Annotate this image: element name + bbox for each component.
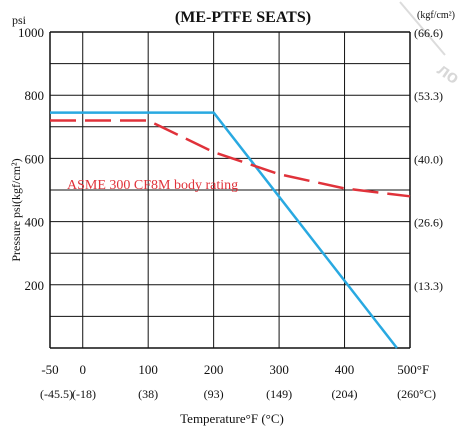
grid — [49, 31, 411, 349]
y-axis-label: Pressure psi(kgf/cm²) — [9, 158, 23, 261]
y-tick-label-left: 800 — [25, 88, 45, 103]
watermark: ло — [434, 59, 461, 88]
x-tick-label-c: (93) — [204, 387, 224, 401]
y-unit-right: (kgf/cm²) — [417, 10, 455, 21]
x-tick-label-f: -50 — [41, 362, 58, 377]
y-tick-label-right: (26.6) — [414, 216, 443, 230]
x-tick-label-f: 400 — [335, 362, 355, 377]
x-tick-label-c: (260°C) — [397, 387, 436, 401]
y-tick-label-right: (66.6) — [414, 26, 443, 40]
x-tick-label-f: 200 — [204, 362, 224, 377]
y-tick-label-left: 400 — [25, 215, 45, 230]
ptfe-seat-rating-line — [50, 111, 398, 349]
x-tick-label-c: (149) — [266, 387, 292, 401]
x-tick-label-f: 100 — [138, 362, 158, 377]
x-axis-label: Temperature°F (°C) — [180, 411, 284, 426]
x-tick-label-c: (38) — [138, 387, 158, 401]
tick-labels: 1000800600400200(66.6)(53.3)(40.0)(26.6)… — [18, 25, 443, 401]
x-tick-label-c: (-45.5) — [40, 387, 73, 401]
y-tick-label-right: (13.3) — [414, 279, 443, 293]
y-tick-label-right: (40.0) — [414, 152, 443, 166]
x-tick-label-f: 300 — [269, 362, 289, 377]
chart-title: (ME-PTFE SEATS) — [175, 9, 311, 26]
x-tick-label-f: 500°F — [397, 362, 429, 377]
y-unit-left: psi — [12, 13, 27, 27]
body-rating-line — [50, 119, 411, 198]
x-tick-label-c: (204) — [332, 387, 358, 401]
y-tick-label-right: (53.3) — [414, 89, 443, 103]
y-tick-label-left: 1000 — [18, 25, 44, 40]
y-tick-label-left: 200 — [25, 278, 45, 293]
watermark-stroke — [399, 1, 446, 56]
x-tick-label-f: 0 — [79, 362, 86, 377]
x-tick-label-c: (-18) — [72, 387, 96, 401]
series-group — [50, 111, 411, 349]
body-rating-annotation: ASME 300 CF8M body rating — [67, 178, 238, 193]
y-tick-label-left: 600 — [25, 151, 45, 166]
